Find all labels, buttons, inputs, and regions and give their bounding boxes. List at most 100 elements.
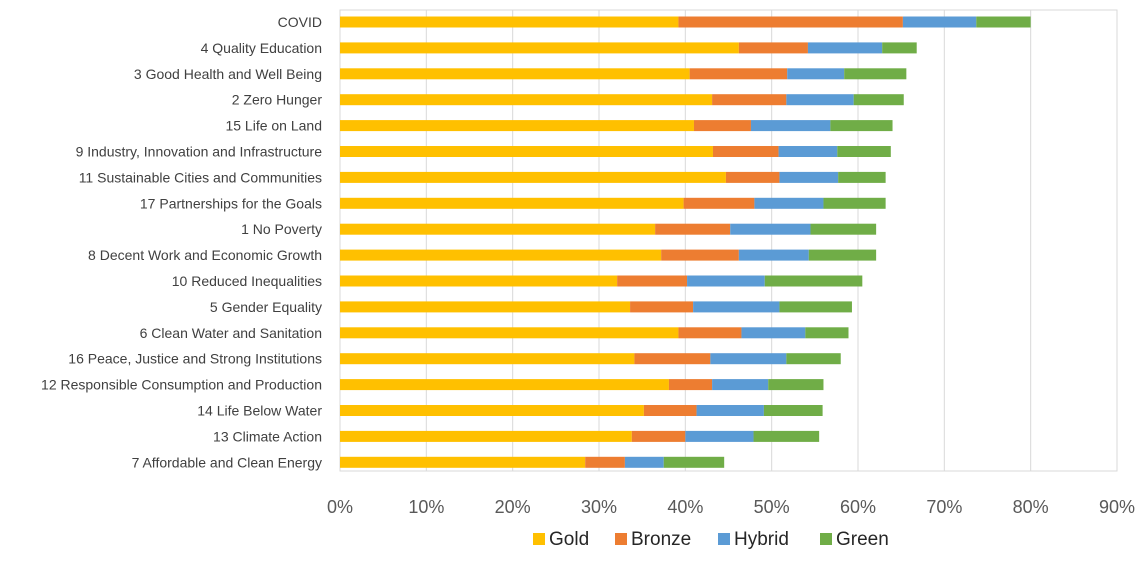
bar-segment-gold xyxy=(340,68,690,80)
bar-segment-gold xyxy=(340,353,635,365)
x-tick-label: 70% xyxy=(926,497,962,517)
bar-segment-green xyxy=(763,405,823,416)
bar-segment-gold xyxy=(340,249,662,261)
bar-segment-gold xyxy=(340,301,631,313)
category-label: 5 Gender Equality xyxy=(210,299,322,315)
legend-label-green: Green xyxy=(836,529,889,550)
category-label: 12 Responsible Consumption and Productio… xyxy=(41,377,322,393)
category-label: 11 Sustainable Cities and Communities xyxy=(79,169,322,185)
category-label: 7 Affordable and Clean Energy xyxy=(132,454,322,470)
legend: Gold Bronze Hybrid Green xyxy=(533,529,889,550)
bar-segment-green xyxy=(779,301,852,313)
bar-segment-hybrid xyxy=(738,249,809,261)
category-labels: COVID 4 Quality Education 3 Good Health an… xyxy=(41,14,322,470)
gridlines xyxy=(339,10,1118,471)
bar-segment-hybrid xyxy=(710,353,787,365)
category-label: 8 Decent Work and Economic Growth xyxy=(88,247,322,263)
bar-segment-gold xyxy=(340,146,713,157)
bar-segment-green xyxy=(837,146,891,157)
x-tick-label: 10% xyxy=(408,497,444,517)
category-label: 14 Life Below Water xyxy=(197,403,322,419)
bar-segment-hybrid xyxy=(786,94,854,106)
legend-label-bronze: Bronze xyxy=(631,529,691,550)
category-label: 3 Good Health and Well Being xyxy=(134,66,322,82)
category-label: 4 Quality Education xyxy=(201,40,322,56)
bar-segment-green xyxy=(810,223,877,235)
bar-segment-hybrid xyxy=(779,171,839,183)
category-label: 1 No Poverty xyxy=(241,221,322,237)
x-tick-label: 50% xyxy=(754,497,790,517)
bar-segment-bronze xyxy=(643,405,697,416)
legend-swatch-gold xyxy=(533,533,545,545)
bar-segment-bronze xyxy=(712,94,787,106)
bar-segment-gold xyxy=(340,94,713,106)
bar-segment-hybrid xyxy=(741,327,806,339)
category-label: 10 Reduced Inequalities xyxy=(172,273,322,289)
bar-segment-green xyxy=(882,42,917,54)
bar-segment-green xyxy=(768,379,824,391)
bar-segment-bronze xyxy=(630,301,694,313)
category-label: COVID xyxy=(278,14,322,30)
bar-segment-gold xyxy=(340,379,669,391)
bar-segment-bronze xyxy=(693,120,751,132)
bar-segment-green xyxy=(663,456,725,468)
legend-label-gold: Gold xyxy=(549,529,589,550)
bar-segment-hybrid xyxy=(693,301,780,313)
bar-segment-hybrid xyxy=(624,456,664,468)
bar-segment-gold xyxy=(340,42,739,54)
bar-segment-hybrid xyxy=(787,68,845,80)
legend-swatch-hybrid xyxy=(718,533,730,545)
bar-segment-green xyxy=(753,430,820,442)
bar-segment-green xyxy=(844,68,907,80)
bar-segment-hybrid xyxy=(778,146,838,157)
bar-segment-bronze xyxy=(668,379,713,391)
bar-segment-bronze xyxy=(661,249,739,261)
bar-segment-green xyxy=(808,249,877,261)
bar-segment-green xyxy=(805,327,849,339)
bar-segment-green xyxy=(976,16,1031,28)
bar-segment-hybrid xyxy=(730,223,811,235)
bar-segment-gold xyxy=(340,405,644,416)
bar-segment-hybrid xyxy=(750,120,831,132)
x-tick-label: 20% xyxy=(495,497,531,517)
bar-segment-bronze xyxy=(655,223,731,235)
bar-segment-bronze xyxy=(678,327,742,339)
legend-swatch-bronze xyxy=(615,533,627,545)
category-label: 15 Life on Land xyxy=(225,118,322,134)
bar-segment-bronze xyxy=(678,16,903,28)
bar-segment-hybrid xyxy=(807,42,883,54)
bar-segment-hybrid xyxy=(685,430,754,442)
bar-segment-hybrid xyxy=(696,405,764,416)
bar-segment-bronze xyxy=(725,171,780,183)
bar-segment-green xyxy=(764,275,863,287)
category-label: 17 Partnerships for the Goals xyxy=(140,195,322,211)
bar-segment-green xyxy=(830,120,893,132)
bar-segment-hybrid xyxy=(687,275,765,287)
x-tick-label: 60% xyxy=(840,497,876,517)
x-tick-label: 0% xyxy=(327,497,353,517)
bar-segment-gold xyxy=(340,327,679,339)
bar-segment-bronze xyxy=(738,42,808,54)
category-label: 6 Clean Water and Sanitation xyxy=(140,325,322,341)
bar-segment-gold xyxy=(340,16,679,28)
bar-segment-green xyxy=(853,94,904,106)
bar-segment-bronze xyxy=(683,197,755,209)
bar-segment-green xyxy=(786,353,841,365)
bar-segment-gold xyxy=(340,430,632,442)
x-axis-tick-labels: 0% 10% 20% 30% 40% 50% 60% 70% 80% 90% xyxy=(327,497,1135,517)
bar-segment-gold xyxy=(340,120,694,132)
bar-segment-bronze xyxy=(634,353,711,365)
x-tick-label: 90% xyxy=(1099,497,1135,517)
bar-segment-hybrid xyxy=(902,16,977,28)
category-label: 16 Peace, Justice and Strong Institution… xyxy=(68,351,322,367)
legend-label-hybrid: Hybrid xyxy=(734,529,789,550)
bar-segment-bronze xyxy=(689,68,788,80)
bar-segment-gold xyxy=(340,223,656,235)
legend-swatch-green xyxy=(820,533,832,545)
bar-segment-gold xyxy=(340,171,726,183)
bar-segment-green xyxy=(823,197,886,209)
bar-segment-bronze xyxy=(617,275,688,287)
category-label: 13 Climate Action xyxy=(213,428,322,444)
